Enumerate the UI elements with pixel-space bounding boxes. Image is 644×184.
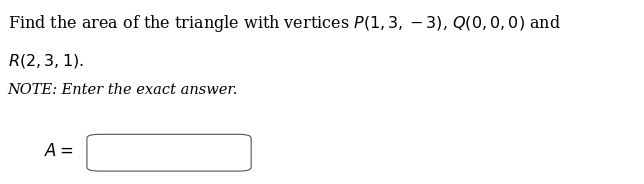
FancyBboxPatch shape [87,134,251,171]
Text: Find the area of the triangle with vertices $P(1,3,-3)$, $Q(0,0,0)$ and: Find the area of the triangle with verti… [8,13,561,34]
Text: $R(2,3,1)$.: $R(2,3,1)$. [8,52,84,70]
Text: NOTE: Enter the exact answer.: NOTE: Enter the exact answer. [8,83,238,97]
Text: $A=$: $A=$ [44,143,74,160]
